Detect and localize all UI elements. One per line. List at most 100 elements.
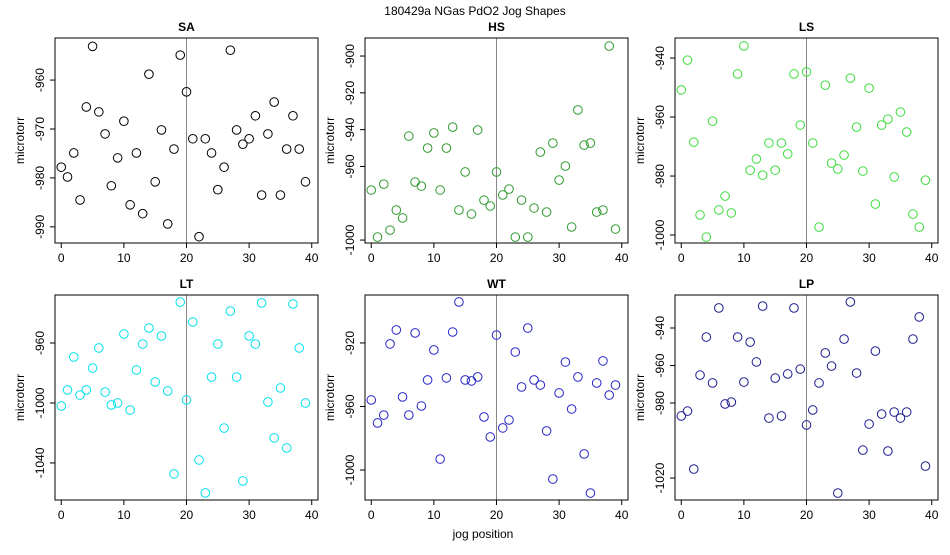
data-point xyxy=(801,67,812,77)
data-point xyxy=(112,398,123,408)
data-point xyxy=(510,347,521,357)
x-tick-label: 10 xyxy=(117,508,131,522)
data-point xyxy=(378,179,389,189)
x-tick-label: 0 xyxy=(58,251,65,265)
data-point xyxy=(125,405,135,415)
data-point xyxy=(770,165,780,175)
data-point xyxy=(447,327,458,337)
data-point xyxy=(883,446,893,456)
data-point xyxy=(529,375,539,385)
data-point xyxy=(764,413,774,423)
x-tick-label: 20 xyxy=(180,508,194,522)
data-point xyxy=(895,107,906,117)
data-point xyxy=(914,312,925,322)
data-point xyxy=(137,339,148,349)
data-point xyxy=(820,348,831,358)
data-point xyxy=(397,392,408,402)
data-point xyxy=(516,195,527,205)
y-tick-label: -940 xyxy=(653,316,667,340)
data-point xyxy=(883,114,893,124)
y-tick-label: -1000 xyxy=(343,454,357,485)
data-point xyxy=(745,165,755,175)
data-point xyxy=(870,346,881,356)
data-point xyxy=(87,363,98,373)
y-tick-label: -1000 xyxy=(653,219,667,250)
x-tick-label: 20 xyxy=(180,251,194,265)
data-point xyxy=(610,224,621,234)
data-point xyxy=(579,449,589,459)
data-point xyxy=(714,303,724,313)
data-point xyxy=(491,330,502,340)
data-point xyxy=(839,150,849,160)
data-point xyxy=(372,418,383,428)
data-point xyxy=(294,144,305,154)
data-point xyxy=(833,164,843,174)
x-tick-label: 40 xyxy=(925,251,939,265)
data-point xyxy=(68,352,79,362)
data-point xyxy=(751,154,762,164)
y-tick-label: -980 xyxy=(653,164,667,188)
y-tick-label: -960 xyxy=(343,154,357,178)
x-tick-label: 30 xyxy=(552,508,566,522)
data-point xyxy=(169,469,179,479)
data-point xyxy=(789,303,799,313)
data-point xyxy=(720,399,730,409)
data-point xyxy=(94,343,104,353)
data-point xyxy=(460,375,470,385)
data-point xyxy=(573,105,583,115)
data-point xyxy=(529,203,539,213)
data-point xyxy=(404,410,414,420)
data-point xyxy=(889,407,899,417)
data-point xyxy=(695,370,705,380)
data-point xyxy=(256,190,267,200)
data-point xyxy=(131,365,142,375)
data-point xyxy=(826,158,837,168)
y-tick-label: -980 xyxy=(653,391,667,415)
data-point xyxy=(100,387,110,397)
data-point xyxy=(275,190,286,200)
x-tick-label: 0 xyxy=(368,508,375,522)
data-point xyxy=(410,328,420,338)
data-point xyxy=(726,397,737,407)
data-point xyxy=(820,80,831,90)
data-point xyxy=(281,144,292,154)
data-point xyxy=(391,325,402,335)
x-tick-label: 10 xyxy=(737,508,751,522)
data-point xyxy=(119,329,129,339)
y-axis-label: microtorr xyxy=(13,117,27,164)
data-point xyxy=(187,133,198,144)
data-point xyxy=(206,148,217,158)
data-point xyxy=(416,181,427,191)
data-point xyxy=(764,138,774,148)
x-tick-label: 30 xyxy=(242,508,256,522)
data-point xyxy=(479,412,489,422)
data-point xyxy=(429,345,439,355)
data-point xyxy=(454,205,464,215)
data-point xyxy=(225,45,236,56)
data-point xyxy=(676,411,687,421)
x-tick-label: 0 xyxy=(368,251,375,265)
data-point xyxy=(106,400,117,410)
panel-title: WT xyxy=(487,277,506,291)
data-point xyxy=(213,339,223,349)
x-tick-label: 0 xyxy=(678,508,685,522)
data-point xyxy=(814,378,824,388)
data-point xyxy=(288,110,298,121)
data-point xyxy=(789,69,799,79)
data-point xyxy=(75,195,85,205)
data-point xyxy=(782,369,793,379)
data-point xyxy=(244,331,254,341)
x-tick-label: 20 xyxy=(490,251,504,265)
data-point xyxy=(422,143,433,153)
y-tick-label: -940 xyxy=(653,46,667,70)
data-point xyxy=(162,219,173,229)
data-point xyxy=(372,232,383,242)
data-point xyxy=(281,443,292,453)
x-axis-label: jog position xyxy=(452,527,514,541)
panel-title: SA xyxy=(178,20,195,34)
data-point xyxy=(150,177,160,187)
data-point xyxy=(435,454,445,464)
data-point xyxy=(119,116,129,126)
x-tick-label: 30 xyxy=(862,508,876,522)
data-point xyxy=(901,407,912,417)
